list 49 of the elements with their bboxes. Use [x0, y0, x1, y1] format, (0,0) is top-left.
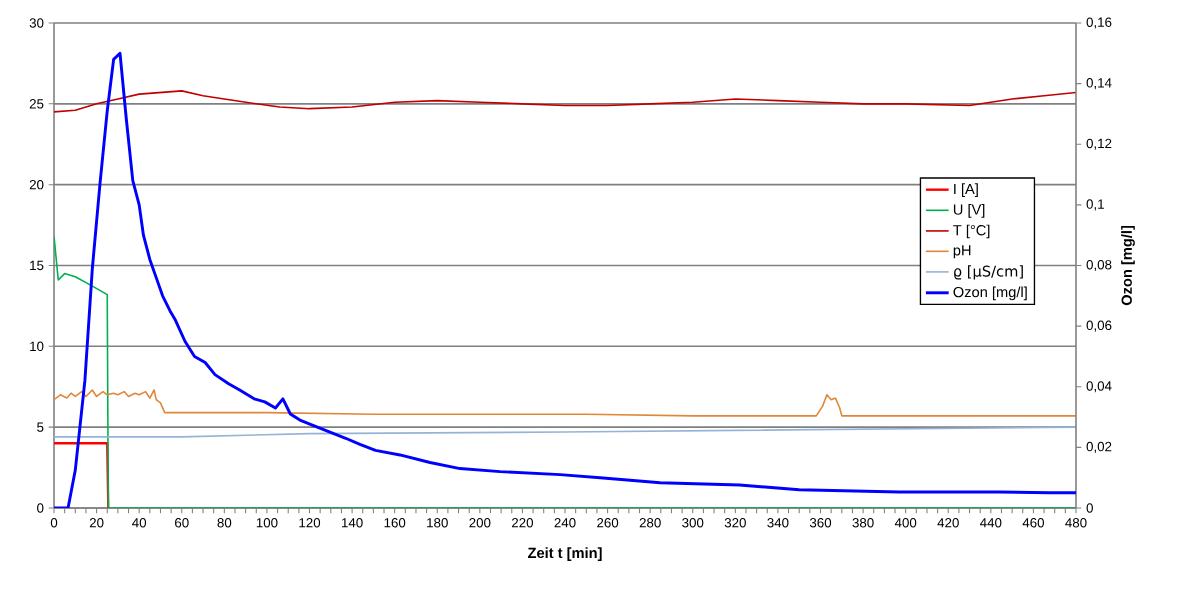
y-tick-label: 25	[29, 99, 44, 109]
y-tick-label: 15	[30, 260, 44, 271]
y-tick-label: 20	[29, 179, 44, 190]
y2-tick-label: 0	[1086, 503, 1093, 513]
y2-tick-label: 0,12	[1086, 138, 1112, 150]
x-tick-label: 20	[89, 518, 104, 528]
y-tick-label: 5	[37, 422, 44, 432]
x-tick-label: 60	[175, 518, 189, 528]
y-tick-label: 10	[30, 341, 44, 352]
legend-label: T [°C]	[953, 224, 990, 239]
x-tick-label: 400	[894, 518, 917, 528]
x-tick-label: 320	[724, 518, 746, 528]
x-tick-label: 160	[384, 518, 406, 528]
y2-tick-label: 0,08	[1086, 259, 1112, 272]
legend-label: I [A]	[954, 183, 978, 198]
legend-label: Ozon [mg/l]	[953, 286, 1027, 301]
x-tick-label: 420	[937, 518, 959, 528]
y2-axis-title: Ozon [mg/l]	[1121, 225, 1135, 306]
x-tick-label: 0	[50, 518, 58, 528]
x-tick-label: 200	[469, 518, 491, 528]
x-tick-label: 220	[511, 518, 534, 528]
legend-label: ϱ [µS/cm]	[954, 265, 1023, 280]
x-axis-title: Zeit t [min]	[527, 547, 602, 561]
y-tick-label: 0	[37, 503, 44, 513]
x-tick-label: 260	[597, 518, 619, 528]
x-tick-label: 440	[980, 518, 1002, 528]
y2-tick-label: 0,1	[1086, 199, 1104, 211]
x-tick-label: 140	[341, 518, 363, 528]
x-tick-label: 380	[852, 518, 874, 528]
y2-tick-label: 0,06	[1086, 320, 1112, 332]
x-tick-label: 280	[639, 518, 661, 528]
x-tick-label: 300	[682, 518, 704, 528]
x-tick-label: 480	[1065, 518, 1087, 528]
y2-tick-label: 0,02	[1086, 441, 1112, 453]
x-tick-label: 460	[1022, 518, 1045, 528]
x-tick-label: 80	[217, 518, 232, 528]
x-tick-label: 340	[767, 518, 789, 528]
x-tick-label: 100	[256, 518, 278, 528]
y2-tick-label: 0,04	[1086, 381, 1112, 393]
legend-label: U [V]	[953, 204, 985, 218]
x-tick-label: 240	[554, 518, 576, 528]
x-tick-label: 120	[299, 518, 321, 528]
y2-tick-label: 0,16	[1086, 17, 1112, 29]
legend-label: pH	[953, 245, 971, 259]
x-tick-label: 180	[427, 518, 448, 528]
x-tick-label: 360	[809, 518, 832, 528]
y-tick-label: 30	[29, 18, 44, 28]
y2-tick-label: 0,14	[1086, 78, 1112, 90]
x-tick-label: 40	[132, 518, 147, 528]
